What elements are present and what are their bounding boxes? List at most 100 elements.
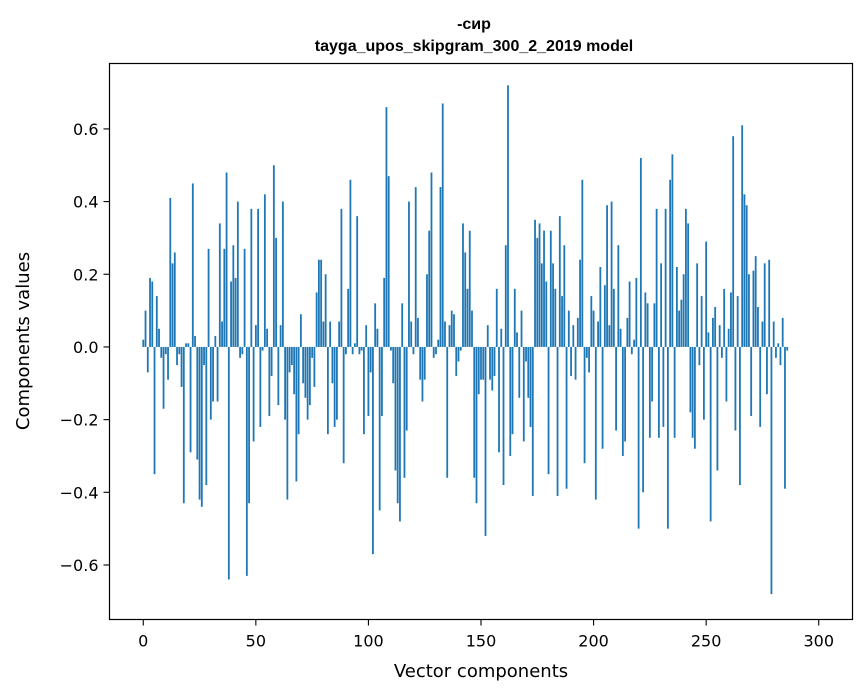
- bar: [743, 194, 746, 347]
- bar: [313, 346, 316, 387]
- y-axis-ticks: −0.6 −0.4 −0.2 0.0 0.2 0.4 0.6: [60, 120, 110, 575]
- bar: [518, 346, 521, 398]
- bar: [707, 332, 710, 347]
- bar: [182, 346, 185, 504]
- bar: [428, 230, 431, 347]
- bar: [712, 317, 714, 347]
- bar: [556, 346, 559, 496]
- bar: [412, 346, 415, 355]
- bar: [342, 346, 345, 464]
- bar: [489, 346, 491, 380]
- bar: [360, 346, 363, 351]
- bar: [180, 346, 183, 387]
- bar: [617, 245, 620, 347]
- bar: [689, 346, 692, 413]
- bar: [336, 346, 338, 420]
- bar: [248, 346, 250, 504]
- bar: [576, 317, 579, 347]
- bar: [155, 296, 158, 347]
- bar: [311, 346, 314, 358]
- bar: [739, 346, 741, 486]
- bar: [491, 346, 494, 391]
- bar: [338, 321, 341, 347]
- bar: [752, 270, 755, 347]
- bar: [495, 288, 498, 347]
- bar: [775, 346, 777, 358]
- bar: [198, 346, 201, 500]
- bar: [203, 346, 205, 366]
- bar: [630, 346, 633, 355]
- bar: [232, 245, 235, 347]
- bar: [633, 339, 635, 347]
- bar: [639, 157, 642, 347]
- bar: [772, 321, 775, 347]
- bar: [367, 346, 370, 416]
- bar: [383, 277, 386, 347]
- bar: [448, 325, 451, 347]
- bar: [714, 306, 717, 347]
- bar: [322, 321, 325, 347]
- bar: [660, 263, 663, 347]
- bar: [324, 274, 327, 347]
- bar: [540, 263, 543, 347]
- bar: [153, 346, 156, 475]
- bar: [606, 205, 608, 347]
- bar: [718, 325, 721, 347]
- bar: [561, 296, 563, 347]
- x-axis-ticks: 0 50 100 150 200 250 300: [138, 619, 834, 651]
- bar: [254, 325, 257, 347]
- bar: [221, 321, 223, 347]
- bar: [761, 321, 764, 347]
- bar: [709, 346, 712, 522]
- bar: [369, 346, 372, 373]
- plot-frame: [108, 62, 854, 621]
- bar: [545, 281, 548, 347]
- bar: [218, 223, 221, 347]
- bar: [734, 346, 737, 431]
- bar: [259, 346, 262, 427]
- bar: [628, 281, 631, 347]
- bar: [655, 208, 658, 347]
- bar: [594, 346, 597, 500]
- bar: [657, 346, 660, 438]
- chart-subtitle: tayga_upos_skipgram_300_2_2019 model: [315, 38, 633, 55]
- bar: [275, 237, 278, 347]
- bar: [644, 292, 647, 347]
- x-tick-label: 100: [353, 632, 384, 651]
- bar: [169, 197, 172, 347]
- bar: [475, 346, 478, 504]
- bar: [615, 346, 617, 431]
- bar: [299, 314, 302, 347]
- bar: [784, 346, 786, 489]
- bar: [268, 346, 271, 416]
- bar: [486, 325, 489, 347]
- y-tick-label: 0.2: [73, 265, 98, 284]
- bar: [410, 321, 413, 347]
- bar: [648, 346, 651, 438]
- bar: [482, 346, 485, 380]
- bar: [191, 183, 194, 347]
- bar: [554, 288, 557, 347]
- bar: [768, 259, 771, 347]
- bar: [770, 346, 773, 595]
- bar: [612, 288, 615, 347]
- bar: [608, 325, 611, 347]
- bar: [462, 223, 464, 347]
- bar: [716, 346, 719, 471]
- bar: [277, 346, 280, 406]
- bar: [511, 346, 514, 435]
- bar: [151, 281, 154, 347]
- bar: [509, 346, 512, 456]
- bar: [446, 346, 449, 478]
- bar: [507, 85, 509, 347]
- bar: [270, 346, 273, 377]
- bar: [534, 219, 536, 347]
- bar: [527, 346, 530, 398]
- bar: [302, 346, 305, 384]
- bar: [666, 346, 669, 529]
- bar: [637, 346, 640, 529]
- bar: [547, 346, 550, 475]
- bar: [750, 346, 753, 416]
- bar: [574, 346, 577, 380]
